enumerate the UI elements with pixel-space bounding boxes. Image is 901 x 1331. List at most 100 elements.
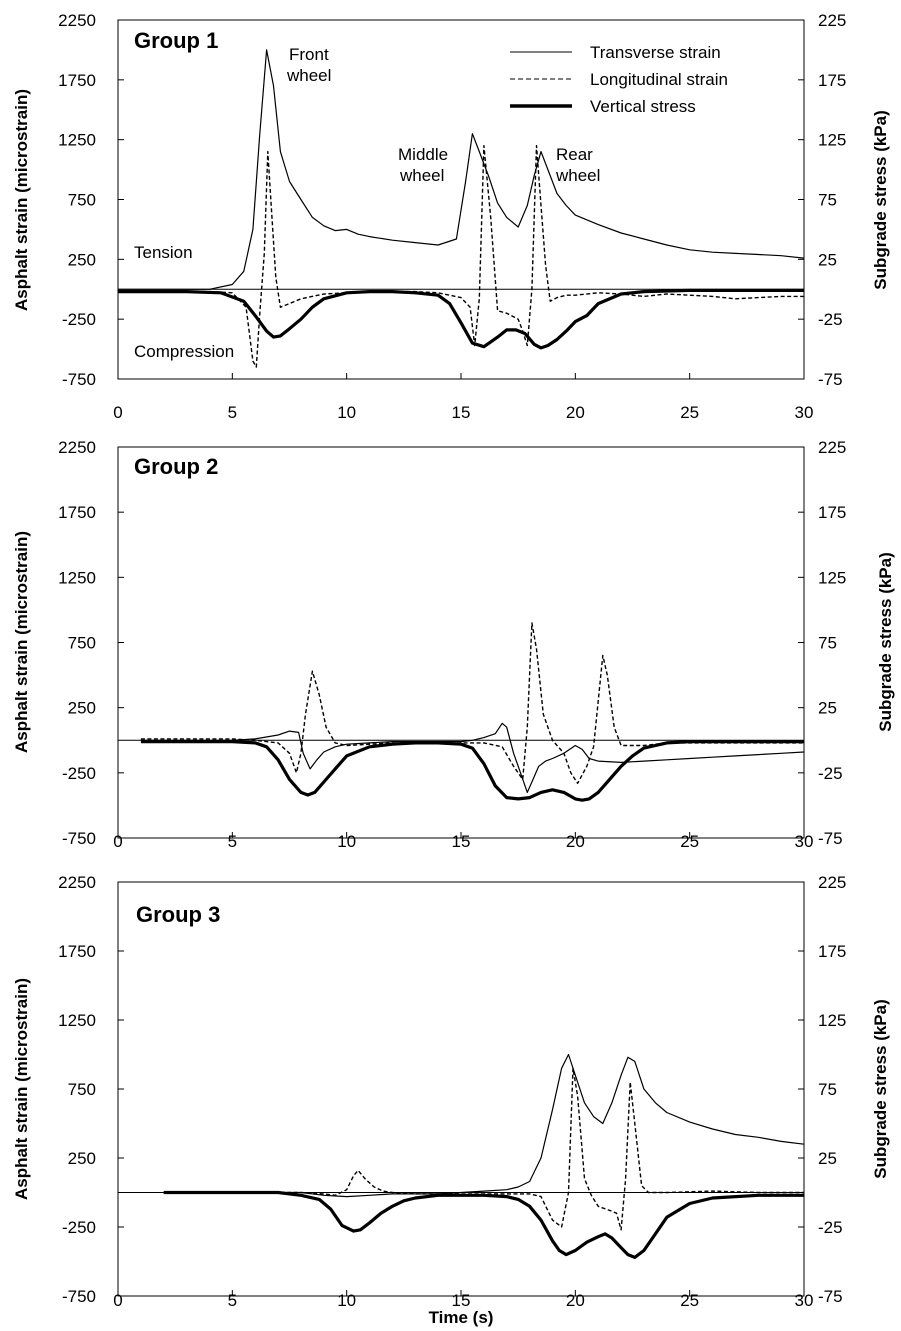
x-tick-label: 25 (680, 403, 699, 422)
y-tick-label: 2250 (58, 11, 96, 30)
y2-tick-label: 25 (818, 250, 837, 269)
y-tick-label: -750 (62, 829, 96, 848)
series-transverse-strain (140, 722, 804, 794)
y-tick-label: 250 (68, 250, 96, 269)
y-tick-label: 1250 (58, 131, 96, 150)
y2-tick-label: 225 (818, 438, 846, 457)
y-tick-label: 1750 (58, 942, 96, 961)
y-tick-label: 750 (68, 1080, 96, 1099)
y-tick-label: 1750 (58, 71, 96, 90)
panel-group-3: -750-250250750125017502250-75-2525751251… (58, 873, 846, 1310)
y-tick-label: 2250 (58, 873, 96, 892)
panel-3-series (163, 1053, 804, 1260)
annotation-front-1: Front (289, 45, 329, 64)
y2-tick-label: 225 (818, 873, 846, 892)
y-tick-label: -750 (62, 370, 96, 389)
y-axis-left-label-3: Asphalt strain (microstrain) (12, 978, 31, 1200)
legend-longitudinal-label: Longitudinal strain (590, 70, 728, 89)
x-tick-label: 5 (228, 1291, 237, 1310)
series-longitudinal-strain (163, 1067, 804, 1231)
annotation-compression: Compression (134, 342, 234, 361)
y-tick-label: 750 (68, 634, 96, 653)
x-tick-label: 10 (337, 832, 356, 851)
annotation-rear-1: Rear (556, 145, 593, 164)
y-tick-label: -250 (62, 764, 96, 783)
y2-tick-label: 125 (818, 568, 846, 587)
y2-tick-label: 75 (818, 191, 837, 210)
panel-1-title: Group 1 (134, 28, 218, 53)
panel-1-series (118, 49, 804, 368)
y-tick-label: 1250 (58, 568, 96, 587)
y2-tick-label: 175 (818, 71, 846, 90)
series-vertical-stress (140, 739, 804, 802)
y2-tick-label: 125 (818, 1011, 846, 1030)
x-tick-label: 0 (113, 832, 122, 851)
y2-tick-label: 25 (818, 699, 837, 718)
x-tick-label: 30 (795, 403, 814, 422)
x-tick-label: 25 (680, 832, 699, 851)
y-tick-label: 1250 (58, 1011, 96, 1030)
y2-tick-label: 75 (818, 634, 837, 653)
panel-2-series (140, 622, 804, 802)
y-tick-label: -750 (62, 1287, 96, 1306)
y2-tick-label: -25 (818, 764, 843, 783)
y-axis-left-label-2: Asphalt strain (microstrain) (12, 531, 31, 753)
annotation-middle-1: Middle (398, 145, 448, 164)
legend: Transverse strain Longitudinal strain Ve… (510, 43, 728, 116)
series-vertical-stress (118, 288, 804, 350)
y-tick-label: 250 (68, 699, 96, 718)
panel-3-frame (117, 881, 805, 1297)
x-axis-label: Time (s) (429, 1308, 494, 1327)
y-axis-left-label-1: Asphalt strain (microstrain) (12, 89, 31, 311)
y2-tick-label: 225 (818, 11, 846, 30)
y-tick-label: -250 (62, 1218, 96, 1237)
panel-3-ticks: -750-250250750125017502250-75-2525751251… (58, 873, 846, 1310)
series-longitudinal-strain (118, 144, 804, 368)
y2-tick-label: 25 (818, 1149, 837, 1168)
legend-transverse-label: Transverse strain (590, 43, 721, 62)
series-longitudinal-strain (140, 622, 804, 784)
y-axis-right-label-3: Subgrade stress (kPa) (871, 999, 890, 1179)
x-tick-label: 20 (566, 832, 585, 851)
x-tick-label: 10 (337, 403, 356, 422)
y2-tick-label: -75 (818, 829, 843, 848)
y2-tick-label: -75 (818, 1287, 843, 1306)
series-transverse-strain (118, 49, 804, 290)
y2-tick-label: -25 (818, 1218, 843, 1237)
y2-tick-label: 175 (818, 503, 846, 522)
panel-1-frame (117, 19, 805, 380)
y-tick-label: -250 (62, 310, 96, 329)
y2-tick-label: 175 (818, 942, 846, 961)
x-tick-label: 20 (566, 1291, 585, 1310)
y-axis-right-label-2: Subgrade stress (kPa) (876, 552, 895, 732)
panel-2-ticks: -750-250250750125017502250-75-2525751251… (58, 438, 846, 851)
x-tick-label: 30 (795, 832, 814, 851)
series-transverse-strain (163, 1053, 804, 1198)
panel-group-2: -750-250250750125017502250-75-2525751251… (58, 438, 846, 851)
annotation-tension: Tension (134, 243, 193, 262)
series-vertical-stress (163, 1190, 804, 1260)
y2-tick-label: -75 (818, 370, 843, 389)
y-tick-label: 250 (68, 1149, 96, 1168)
x-tick-label: 5 (228, 832, 237, 851)
y-tick-label: 2250 (58, 438, 96, 457)
panel-group-1: -750-250250750125017502250-75-2525751251… (58, 11, 846, 422)
annotation-rear-2: wheel (555, 166, 600, 185)
x-tick-label: 0 (113, 1291, 122, 1310)
annotation-middle-2: wheel (399, 166, 444, 185)
panel-2-frame (117, 446, 805, 839)
y-tick-label: 750 (68, 191, 96, 210)
panel-3-title: Group 3 (136, 902, 220, 927)
x-tick-label: 0 (113, 403, 122, 422)
x-tick-label: 5 (228, 403, 237, 422)
annotation-front-2: wheel (286, 66, 331, 85)
x-tick-label: 25 (680, 1291, 699, 1310)
y-tick-label: 1750 (58, 503, 96, 522)
panel-2-title: Group 2 (134, 454, 218, 479)
x-tick-label: 15 (452, 403, 471, 422)
y-axis-right-label-1: Subgrade stress (kPa) (871, 110, 890, 290)
panel-1-ticks: -750-250250750125017502250-75-2525751251… (58, 11, 846, 422)
x-tick-label: 10 (337, 1291, 356, 1310)
legend-vertical-label: Vertical stress (590, 97, 696, 116)
